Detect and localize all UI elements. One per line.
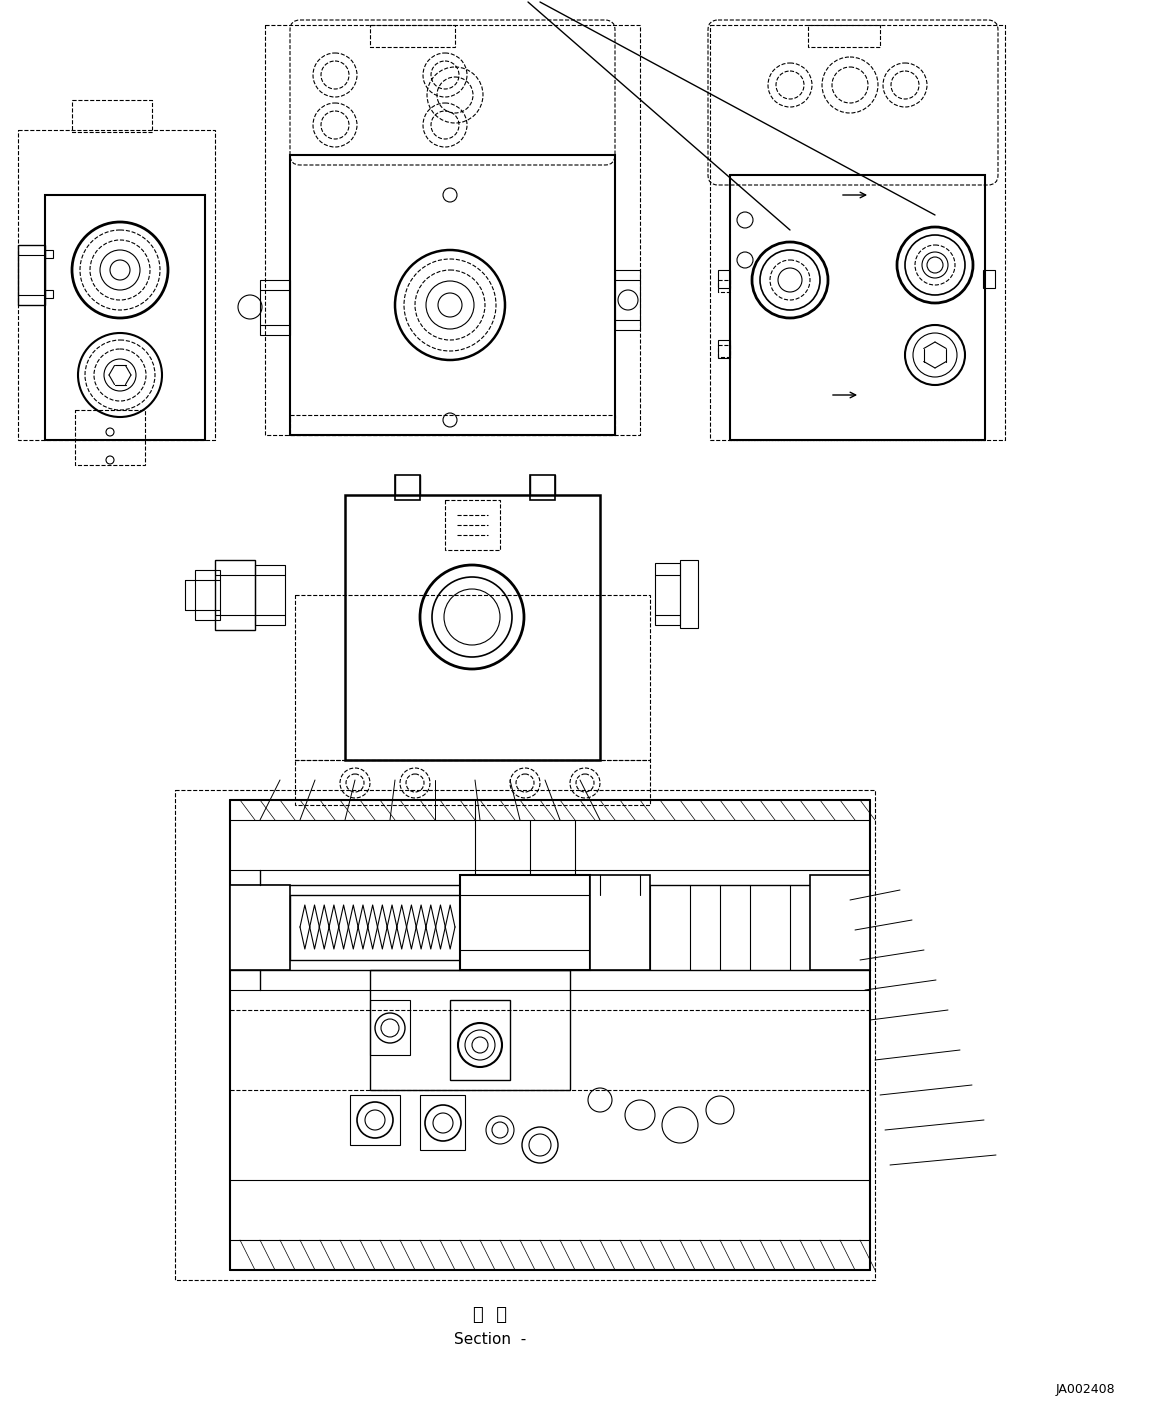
Bar [215,561,255,629]
Bar [345,495,600,760]
Bar [290,414,615,436]
Bar [45,289,53,298]
Bar [255,565,285,625]
Bar [615,270,640,330]
Bar [261,280,290,334]
Bar [655,563,680,625]
Bar [709,25,1005,440]
Bar [590,875,650,969]
Bar [809,875,870,969]
Bar [290,155,615,436]
Bar [370,969,570,1090]
Bar [395,475,420,500]
Bar [718,280,730,292]
Bar [174,790,875,1280]
Bar [680,561,698,628]
Bar [295,594,650,760]
Bar [983,270,996,288]
Bar [17,244,45,305]
Bar [195,570,220,620]
Bar [265,25,640,436]
Bar [718,340,730,358]
Text: 断  面: 断 面 [473,1307,507,1324]
Bar [370,1000,411,1055]
Bar [350,1094,400,1145]
Bar [45,195,205,440]
Text: Section  -: Section - [454,1332,526,1347]
Bar [730,176,985,440]
Bar [450,1000,511,1080]
Bar [290,895,461,960]
Bar [74,410,145,465]
Bar [445,500,500,549]
Text: JA002408: JA002408 [1055,1384,1115,1397]
Bar [45,250,53,259]
Bar [461,875,590,969]
Bar [530,475,555,500]
Bar [17,131,215,440]
Bar [718,346,730,357]
Bar [295,760,650,805]
Bar [420,1094,465,1151]
Bar [718,270,730,288]
Bar [808,25,880,46]
Bar [370,25,455,46]
Bar [230,885,290,969]
Bar [72,100,152,132]
